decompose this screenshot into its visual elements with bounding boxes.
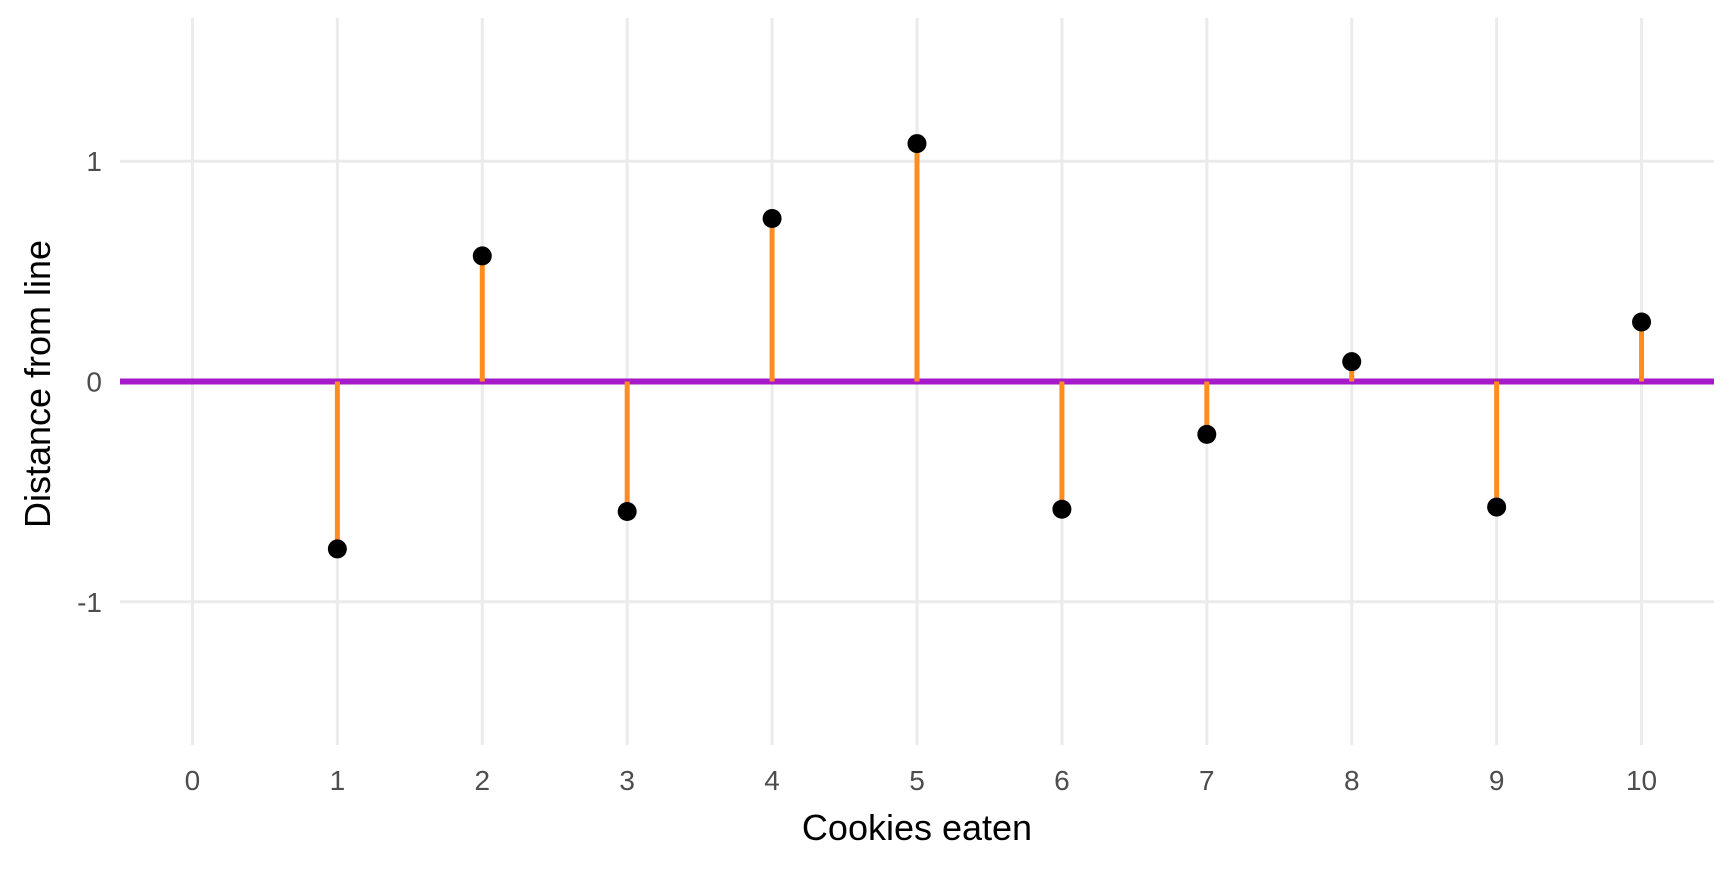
data-point-1 bbox=[327, 539, 347, 559]
y-axis-title: Distance from line bbox=[17, 240, 58, 528]
x-axis-tick-labels: 0 1 2 3 4 5 6 7 8 9 10 bbox=[185, 765, 1657, 796]
data-points bbox=[327, 134, 1652, 559]
x-axis-title: Cookies eaten bbox=[802, 807, 1032, 848]
x-tick-label: 3 bbox=[619, 765, 635, 796]
data-point-8 bbox=[1342, 352, 1362, 372]
x-tick-label: 4 bbox=[764, 765, 780, 796]
data-point-9 bbox=[1487, 497, 1507, 517]
x-tick-label: 0 bbox=[185, 765, 201, 796]
x-tick-label: 2 bbox=[474, 765, 490, 796]
data-point-2 bbox=[472, 246, 492, 266]
data-point-6 bbox=[1052, 499, 1072, 519]
x-tick-label: 8 bbox=[1344, 765, 1360, 796]
data-point-3 bbox=[617, 501, 637, 521]
x-tick-label: 1 bbox=[330, 765, 346, 796]
data-point-5 bbox=[907, 134, 927, 154]
x-tick-label: 5 bbox=[909, 765, 925, 796]
y-axis-tick-labels: -1 0 1 bbox=[77, 146, 102, 618]
residual-segments bbox=[334, 143, 1645, 549]
x-tick-label: 6 bbox=[1054, 765, 1070, 796]
data-point-4 bbox=[762, 208, 782, 228]
data-point-7 bbox=[1197, 424, 1217, 444]
y-tick-label: 1 bbox=[86, 146, 102, 177]
y-tick-label: 0 bbox=[86, 367, 102, 398]
y-tick-label: -1 bbox=[77, 587, 102, 618]
x-tick-label: 10 bbox=[1626, 765, 1657, 796]
data-point-10 bbox=[1632, 312, 1652, 332]
x-tick-label: 7 bbox=[1199, 765, 1215, 796]
x-tick-label: 9 bbox=[1489, 765, 1505, 796]
